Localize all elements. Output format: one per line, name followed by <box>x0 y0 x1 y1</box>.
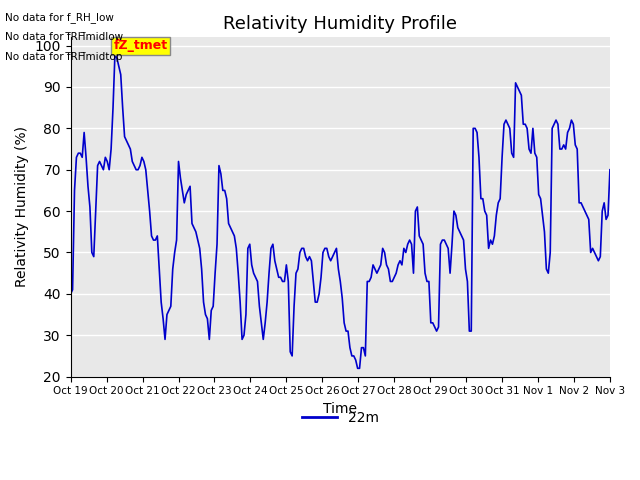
Text: No data for f̅RH̅midlow: No data for f̅RH̅midlow <box>5 32 124 42</box>
Y-axis label: Relativity Humidity (%): Relativity Humidity (%) <box>15 126 29 288</box>
Text: No data for f̅RH̅midtop: No data for f̅RH̅midtop <box>5 52 122 62</box>
Text: No data for f_RH_low: No data for f_RH_low <box>5 12 114 23</box>
Text: fZ_tmet: fZ_tmet <box>114 39 168 52</box>
Legend: 22m: 22m <box>296 406 384 431</box>
Title: Relativity Humidity Profile: Relativity Humidity Profile <box>223 15 458 33</box>
X-axis label: Time: Time <box>323 402 357 416</box>
